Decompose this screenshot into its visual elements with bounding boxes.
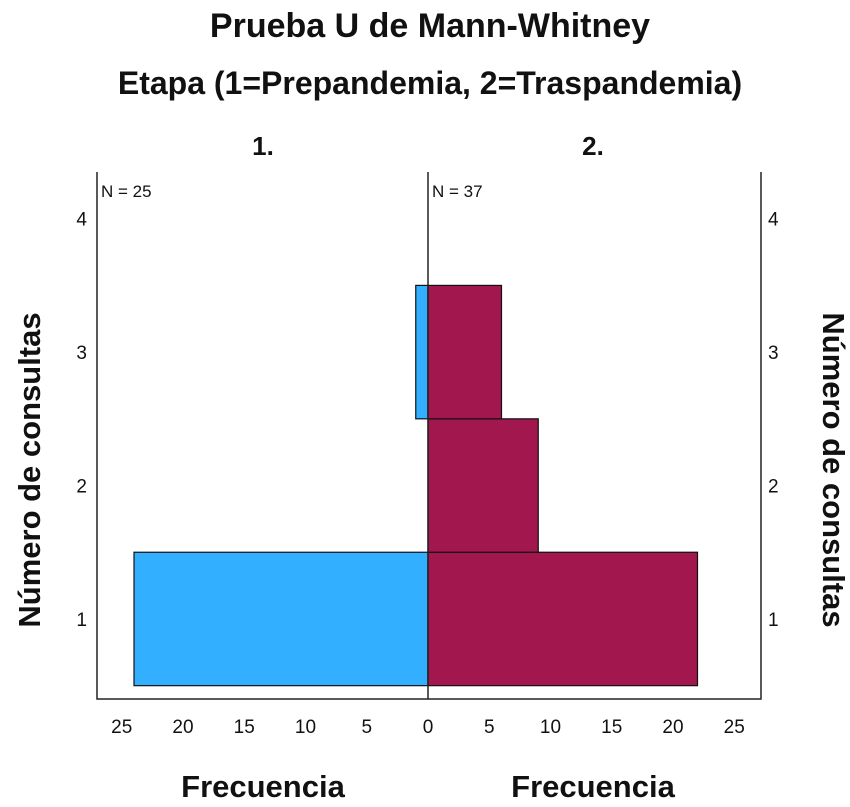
y-tick-right: 1 xyxy=(768,610,779,631)
ticks-layer: 1 1 2 2 3 3 4 4 25 20 15 10 5 0 5 10 15 20 25 xyxy=(76,210,779,738)
x-tick-left: 10 xyxy=(295,717,316,738)
group-1-n-label: N = 25 xyxy=(101,182,152,201)
y-tick-right: 2 xyxy=(768,477,779,498)
x-axis-label-right: Frecuencia xyxy=(511,769,675,804)
x-tick-left: 5 xyxy=(361,717,372,738)
y-tick-right: 4 xyxy=(768,210,779,231)
x-tick-right: 5 xyxy=(484,717,495,738)
x-tick-left: 25 xyxy=(111,717,132,738)
group-1-label: 1. xyxy=(252,131,274,161)
y-tick-right: 3 xyxy=(768,343,779,364)
bar-group-1-cat-1 xyxy=(133,551,429,687)
bar-group-2-cat-3 xyxy=(427,284,503,420)
bars-layer xyxy=(133,284,699,687)
x-tick-right: 20 xyxy=(662,717,683,738)
x-axis-label-left: Frecuencia xyxy=(181,769,345,804)
y-tick-left: 2 xyxy=(76,477,87,498)
plot-frame xyxy=(96,172,762,700)
y-axis-label-right: Número de consultas xyxy=(816,312,850,627)
x-tick-left: 20 xyxy=(172,717,193,738)
chart-subtitle: Etapa (1=Prepandemia, 2=Traspandemia) xyxy=(118,65,742,101)
x-tick-left: 15 xyxy=(234,717,255,738)
x-tick-right: 15 xyxy=(601,717,622,738)
x-tick-right: 25 xyxy=(724,717,745,738)
y-tick-left: 1 xyxy=(76,610,87,631)
group-2-n-label: N = 37 xyxy=(432,182,483,201)
bar-group-1-cat-3 xyxy=(415,284,429,420)
y-tick-left: 3 xyxy=(76,343,87,364)
y-axis-label-left: Número de consultas xyxy=(12,312,47,627)
bar-group-2-cat-2 xyxy=(427,418,539,553)
y-tick-left: 4 xyxy=(76,210,87,231)
chart-title: Prueba U de Mann-Whitney xyxy=(210,7,650,45)
group-2-label: 2. xyxy=(582,131,604,161)
x-tick-right: 10 xyxy=(540,717,561,738)
x-tick-right: 0 xyxy=(423,717,434,738)
bar-group-2-cat-1 xyxy=(427,551,699,687)
